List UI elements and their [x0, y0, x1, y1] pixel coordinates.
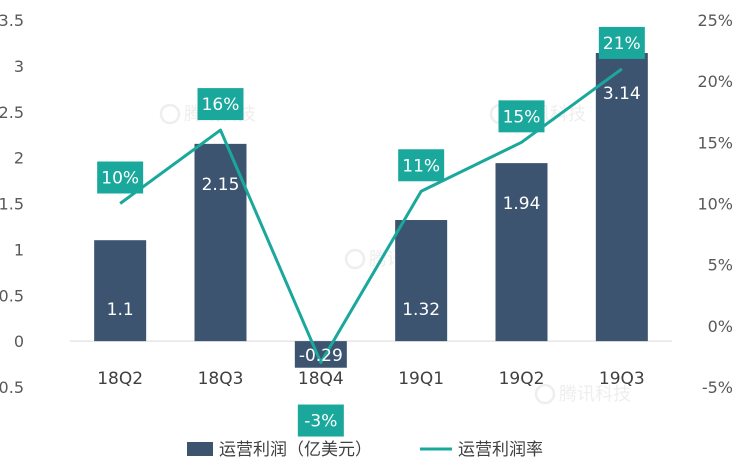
- bar-data-label: -0.29: [299, 346, 343, 366]
- legend-label: 运营利润率: [458, 440, 543, 460]
- x-tick-label: 18Q4: [298, 369, 344, 389]
- legend-bar-swatch: [187, 442, 213, 456]
- rate-data-label: 11%: [398, 149, 445, 182]
- bar: [595, 53, 648, 342]
- y-left-tick-label: 2: [14, 149, 24, 168]
- y-left-tick-label: 0.5: [0, 286, 24, 305]
- x-tick-label: 19Q3: [599, 369, 645, 389]
- bar-data-label: 1.94: [503, 194, 541, 214]
- rate-label-box: [598, 26, 645, 59]
- rate-label-text: 16%: [202, 95, 240, 115]
- x-tick-label: 19Q2: [499, 369, 545, 389]
- watermark-logo-icon: [534, 383, 556, 405]
- bar: [194, 143, 247, 342]
- bar-data-label: 1.1: [107, 300, 134, 320]
- rate-label-text: 10%: [101, 169, 139, 189]
- watermark-text: 腾讯科技: [559, 384, 631, 405]
- rate-data-label: 21%: [598, 26, 645, 59]
- rate-label-box: [97, 161, 144, 194]
- y-right-tick-label: 25%: [697, 11, 733, 30]
- watermark-logo-icon: [159, 103, 181, 125]
- x-tick-label: 19Q1: [398, 369, 444, 389]
- y-axis-left: -0.5 0 0.5 1 1.5 2 2.5 3 3.5: [0, 11, 24, 397]
- y-right-tick-label: 10%: [697, 195, 733, 214]
- rate-data-label: 15%: [498, 100, 545, 133]
- y-left-tick-label: 0: [14, 332, 24, 351]
- rate-label-box: [297, 404, 344, 437]
- y-right-tick-label: 15%: [697, 133, 733, 152]
- y-right-tick-label: -5%: [702, 378, 733, 397]
- rate-data-label: 16%: [197, 88, 244, 121]
- legend-item-bar: 运营利润（亿美元）: [187, 440, 372, 460]
- y-left-tick-label: 3.5: [0, 11, 24, 30]
- rate-label-box: [197, 88, 244, 121]
- y-right-tick-label: 20%: [697, 72, 733, 91]
- legend-label: 运营利润（亿美元）: [219, 440, 372, 460]
- y-left-tick-label: 1.5: [0, 195, 24, 214]
- bar: [94, 240, 147, 342]
- bar-data-labels: 1.1 2.15 -0.29 1.32 1.94 3.14: [107, 84, 641, 366]
- y-right-tick-label: 0%: [708, 317, 733, 336]
- x-axis-categories: 18Q2 18Q3 18Q4 19Q1 19Q2 19Q3: [97, 369, 645, 389]
- rate-label-text: -3%: [304, 412, 337, 432]
- rate-label-text: 11%: [402, 156, 440, 176]
- watermark-logo-icon: [344, 248, 366, 270]
- bar-data-label: 2.15: [202, 175, 240, 195]
- y-left-tick-label: 1: [14, 240, 24, 259]
- bar-series: [94, 53, 648, 368]
- x-tick-label: 18Q3: [198, 369, 244, 389]
- rate-label-text: 21%: [603, 34, 641, 54]
- x-tick-label: 18Q2: [97, 369, 143, 389]
- bar-data-label: 1.32: [402, 300, 440, 320]
- line-data-labels: 10% 16% -3% 11% 15% 21%: [97, 26, 645, 437]
- bar: [395, 220, 448, 342]
- bar-data-label: 3.14: [603, 84, 641, 104]
- legend: 运营利润（亿美元） 运营利润率: [187, 440, 543, 460]
- y-axis-right: -5% 0% 5% 10% 15% 20% 25%: [697, 11, 733, 397]
- rate-label-box: [498, 100, 545, 133]
- rate-label-text: 15%: [503, 107, 541, 127]
- y-left-tick-label: 2.5: [0, 103, 24, 122]
- rate-data-label: 10%: [97, 161, 144, 194]
- y-left-tick-label: -0.5: [0, 378, 24, 397]
- y-right-tick-label: 5%: [708, 256, 733, 275]
- rate-label-box: [398, 149, 445, 182]
- rate-data-label: -3%: [297, 404, 344, 437]
- y-left-tick-label: 3: [14, 57, 24, 76]
- bar: [495, 163, 548, 342]
- legend-item-line: 运营利润率: [420, 440, 543, 460]
- watermark: 腾讯科技: [534, 383, 631, 405]
